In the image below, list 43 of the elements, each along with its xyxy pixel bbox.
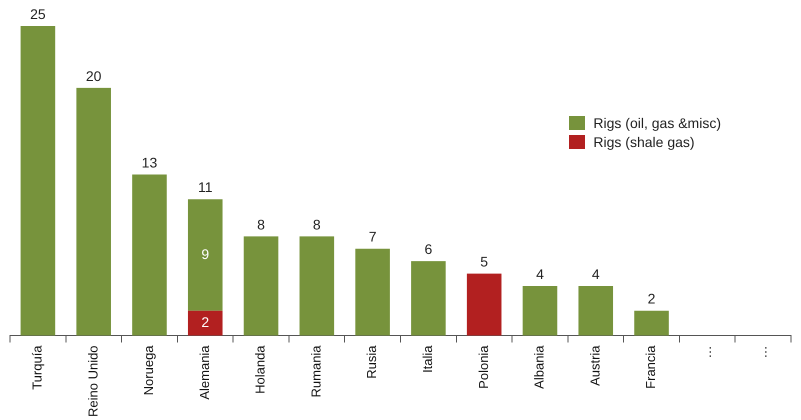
- data-label: 2: [201, 314, 210, 330]
- x-tick-label: …: [698, 345, 714, 358]
- total-label: 20: [86, 68, 102, 84]
- total-label: 4: [536, 266, 544, 282]
- total-label: 8: [257, 216, 266, 232]
- bar: [522, 286, 558, 336]
- bar: [188, 310, 223, 336]
- total-label: 13: [142, 154, 158, 170]
- bar: [411, 261, 446, 336]
- bar: [132, 174, 167, 336]
- bar: [244, 236, 278, 336]
- total-label: 8: [312, 216, 321, 232]
- total-label: 4: [592, 266, 600, 282]
- total-label: 7: [368, 228, 377, 245]
- x-tick-label: Rusia: [364, 344, 380, 379]
- bar: [76, 88, 111, 336]
- x-tick-label: Noruega: [141, 344, 156, 396]
- total-label: 5: [480, 253, 488, 270]
- x-tick-label: Holanda: [252, 344, 268, 394]
- total-label: 6: [424, 241, 432, 258]
- x-tick-label: Rumania: [308, 344, 324, 398]
- total-label: 11: [198, 179, 213, 196]
- x-tick-label: …: [754, 345, 770, 358]
- bar: [20, 26, 56, 336]
- x-tick-label: Polonia: [476, 344, 491, 389]
- x-tick-label: Alemania: [196, 344, 212, 400]
- x-tick-label: Italia: [420, 344, 435, 373]
- bar: [466, 274, 502, 336]
- total-label: 25: [30, 6, 46, 22]
- bar: [300, 236, 334, 336]
- legend-label: Rigs (oil, gas &misc): [593, 115, 721, 131]
- x-tick-label: Reino Unido: [85, 345, 100, 417]
- x-tick-label: Turquía: [29, 344, 44, 390]
- bar: [578, 286, 614, 336]
- total-label: 2: [648, 290, 656, 307]
- bar: [188, 199, 223, 311]
- x-tick-label: Albania: [532, 344, 547, 389]
- x-tick-label: Francia: [643, 344, 658, 389]
- data-label: 9: [201, 246, 210, 262]
- bar: [355, 248, 390, 336]
- legend-label: Rigs (shale gas): [593, 134, 695, 150]
- x-tick-label: Austria: [587, 344, 602, 386]
- bar: [634, 310, 669, 336]
